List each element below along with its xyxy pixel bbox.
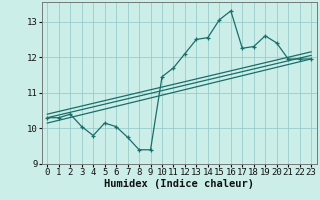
X-axis label: Humidex (Indice chaleur): Humidex (Indice chaleur) <box>104 179 254 189</box>
